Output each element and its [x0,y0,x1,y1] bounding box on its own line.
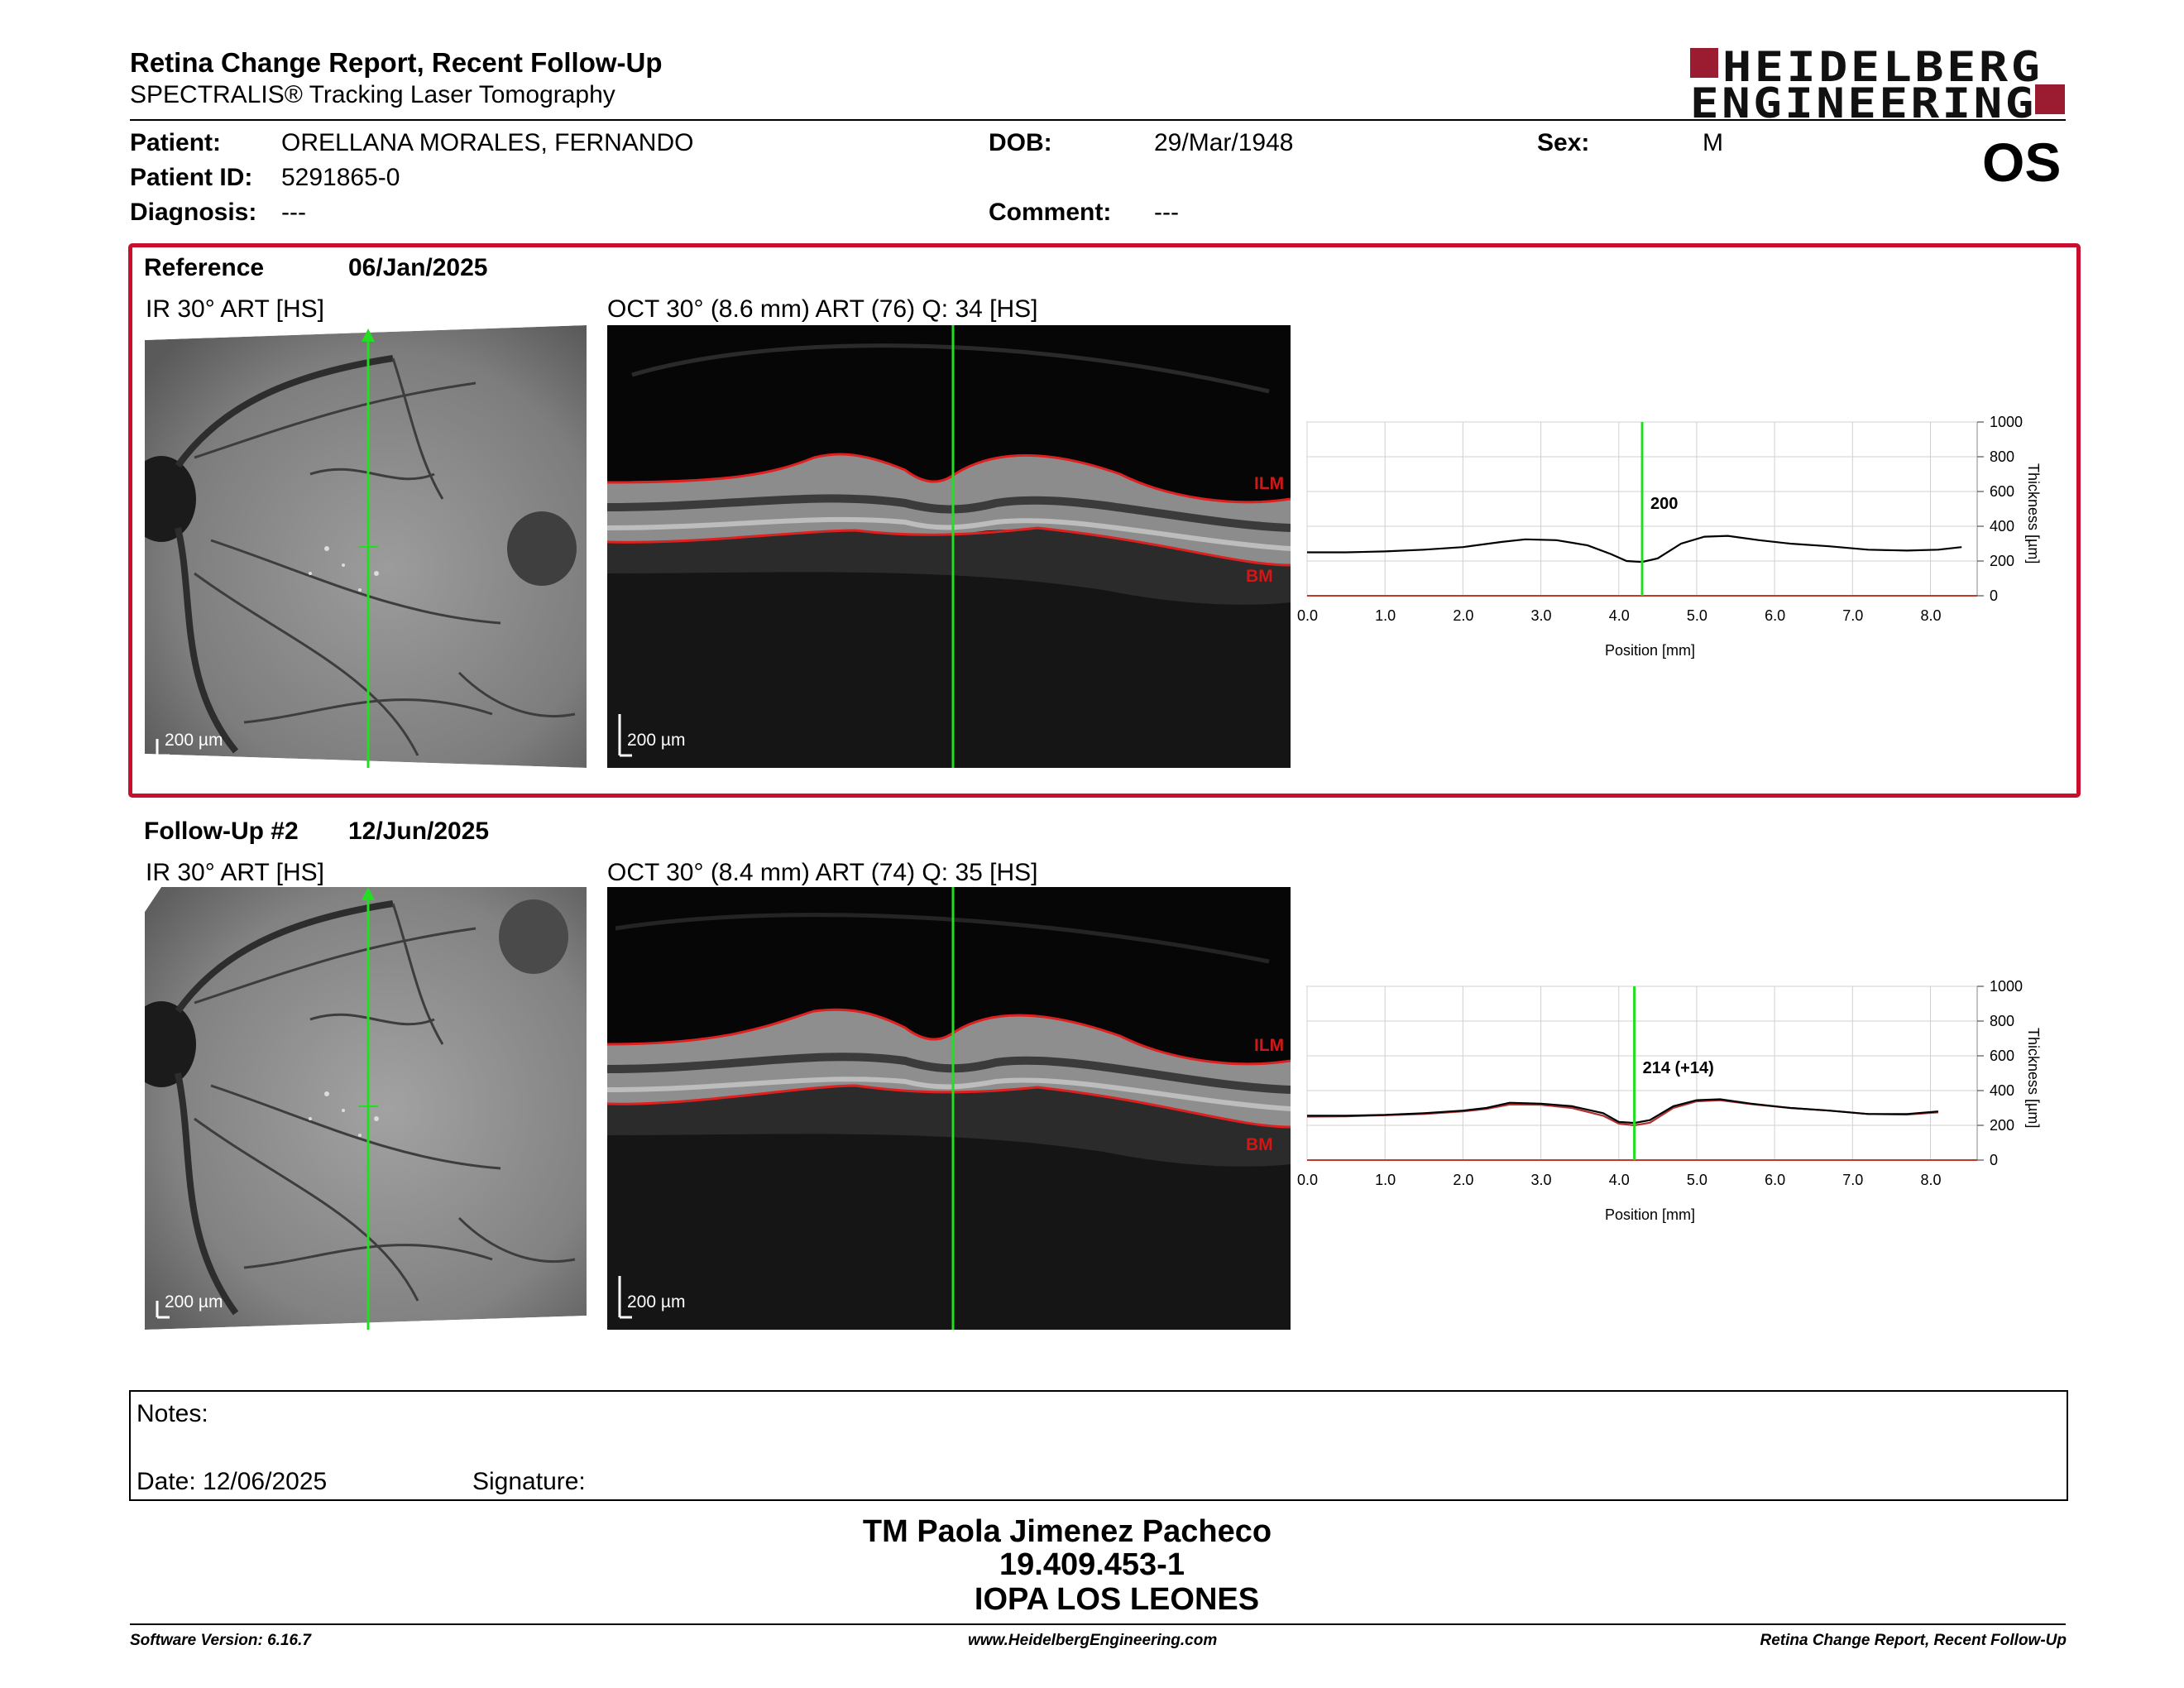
reference-fundus-image: 200 µm [145,325,587,768]
notes-date: Date: 12/06/2025 [136,1468,328,1495]
y-axis-label: Thickness [µm] [2025,1028,2042,1128]
x-tick-label: 1.0 [1375,607,1396,624]
y-tick-label: 200 [1990,1117,2014,1134]
x-axis-label: Position [mm] [1605,642,1695,659]
marker-value-label: 214 (+14) [1643,1059,1714,1077]
patient-id-label: Patient ID: [130,164,253,191]
logo-square-bottom [2035,84,2065,114]
y-tick-label: 200 [1990,553,2014,569]
x-tick-label: 3.0 [1531,607,1552,624]
diagnosis-label: Diagnosis: [130,199,257,226]
x-tick-label: 0.0 [1297,607,1318,624]
x-axis-label: Position [mm] [1605,1206,1695,1223]
y-tick-label: 0 [1990,587,1998,604]
reference-highlight-box [128,243,2081,798]
notes-label: Notes: [136,1400,208,1427]
signatory-name: TM Paola Jimenez Pacheco [862,1514,1272,1549]
signatory-id: 19.409.453-1 [999,1547,1185,1582]
followup-oct-caption: OCT 30° (8.4 mm) ART (74) Q: 35 [HS] [607,859,1038,886]
reference-bm-label: BM [1246,567,1273,586]
signature-label: Signature: [472,1468,586,1495]
header-divider [130,119,2066,121]
sex-value: M [1703,129,1723,156]
sex-label: Sex: [1537,129,1590,156]
followup-label: Follow-Up #2 [144,818,299,845]
x-tick-label: 8.0 [1920,1172,1941,1188]
dob-label: DOB: [989,129,1052,156]
reference-date: 06/Jan/2025 [348,254,488,281]
x-tick-label: 5.0 [1687,607,1707,624]
footer-website[interactable]: www.HeidelbergEngineering.com [968,1632,1218,1649]
x-tick-label: 7.0 [1842,1172,1863,1188]
footer-divider [130,1623,2066,1625]
followup-oct-scale: 200 µm [627,1292,686,1312]
plot-area [1306,985,1978,1161]
x-tick-label: 4.0 [1609,607,1630,624]
y-tick-label: 1000 [1990,978,2023,995]
followup-ir-scale: 200 µm [165,1292,223,1312]
x-tick-label: 5.0 [1687,1172,1707,1188]
reference-oct-caption: OCT 30° (8.6 mm) ART (76) Q: 34 [HS] [607,295,1038,323]
x-tick-label: 6.0 [1765,1172,1785,1188]
followup-fundus-image: 200 µm [145,887,587,1330]
followup-oct-image: ILM BM 200 µm [607,887,1291,1330]
x-tick-label: 1.0 [1375,1172,1396,1188]
logo-square-top [1690,48,1718,78]
logo-line2: ENGINEERING [1690,79,2037,127]
reference-ir-scale: 200 µm [165,731,223,750]
comment-value: --- [1154,199,1179,226]
y-tick-label: 600 [1990,1048,2014,1064]
x-tick-label: 8.0 [1920,607,1941,624]
patient-name: ORELLANA MORALES, FERNANDO [281,129,694,156]
y-axis-label: Thickness [µm] [2025,463,2042,563]
reference-ilm-label: ILM [1254,474,1285,493]
followup-date: 12/Jun/2025 [348,818,490,845]
followup-thickness-chart: 0 200 400 600 800 1000 0.0 1.0 2.0 3.0 4.0 5.0 6.0 7.… [1297,978,2042,1223]
report-title: Retina Change Report, Recent Follow-Up [130,47,663,78]
logo-line1: HEIDELBERG [1722,43,2043,91]
eye-label: OS [1982,132,2062,193]
y-tick-label: 1000 [1990,414,2023,430]
patient-label: Patient: [130,129,222,156]
x-tick-label: 7.0 [1842,607,1863,624]
x-tick-label: 2.0 [1453,1172,1473,1188]
reference-label: Reference [144,254,265,281]
notes-box[interactable]: Notes: Date: 12/06/2025 Signature: [129,1390,2068,1501]
y-tick-label: 0 [1990,1152,1998,1168]
y-tick-label: 800 [1990,448,2014,465]
x-tick-label: 6.0 [1765,607,1785,624]
marker-value-label: 200 [1650,495,1678,513]
footer-report-name: Retina Change Report, Recent Follow-Up [1760,1632,2067,1649]
signatory-org: IOPA LOS LEONES [974,1582,1260,1617]
followup-bm-label: BM [1246,1135,1273,1154]
x-tick-label: 2.0 [1453,607,1473,624]
reference-thickness-chart: 0 200 400 600 800 1000 0.0 1.0 2.0 3.0 4.0 5.0 6.0 7.… [1297,414,2042,659]
x-tick-label: 4.0 [1609,1172,1630,1188]
patient-id-value: 5291865-0 [281,164,400,191]
report-subtitle: SPECTRALIS® Tracking Laser Tomography [130,81,615,108]
y-tick-label: 600 [1990,483,2014,500]
followup-ir-caption: IR 30° ART [HS] [146,859,324,886]
y-tick-label: 400 [1990,1082,2014,1099]
y-tick-label: 400 [1990,518,2014,535]
y-tick-label: 800 [1990,1013,2014,1029]
reference-oct-image: ILM BM 200 µm [607,325,1291,768]
thickness-series-0 [1307,1098,1938,1125]
x-tick-label: 3.0 [1531,1172,1552,1188]
diagnosis-value: --- [281,199,306,226]
followup-ilm-label: ILM [1254,1036,1285,1055]
reference-oct-scale: 200 µm [627,731,686,750]
reference-ir-caption: IR 30° ART [HS] [146,295,324,323]
comment-label: Comment: [989,199,1112,226]
footer-software-version: Software Version: 6.16.7 [130,1632,311,1649]
x-tick-label: 0.0 [1297,1172,1318,1188]
dob-value: 29/Mar/1948 [1154,129,1294,156]
